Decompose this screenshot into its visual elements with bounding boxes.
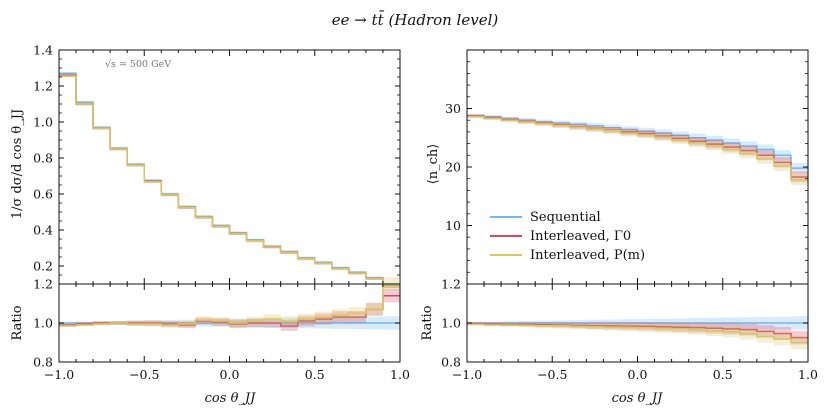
xtick-label: 0.0: [628, 367, 648, 382]
legend: Sequential Interleaved, Γ0 Interleaved, …: [490, 210, 645, 263]
band-interleaved-p-m: [59, 277, 400, 328]
panel-right-top: 10 20 30: [445, 49, 809, 285]
xtick-label: −1.0: [452, 367, 482, 382]
xtick-label: 1.0: [390, 367, 410, 382]
panel-right-ratio: 0.8 1.0 1.2 −1.0 −0.5 0.0 0.5 1.0: [441, 277, 818, 383]
energy-annotation: √s = 500 GeV: [105, 59, 171, 70]
series-line-interleaved-p-m: [59, 75, 400, 288]
right-top-ylabel: ⟨n_ch⟩: [426, 144, 441, 185]
right-xlabel: cos θ_JJ: [612, 391, 663, 406]
band-interleaved-p-m: [59, 74, 400, 289]
band-sequential: [59, 71, 400, 288]
ytick-label: 1.0: [441, 316, 461, 331]
ytick-label: 1.4: [33, 43, 53, 58]
figure-title: ee → tt̄ (Hadron level): [332, 11, 499, 29]
panel-left-top: 0.2 0.4 0.6 0.8 1.0 1.2 1.4: [33, 43, 401, 289]
band-interleaved-p-m: [467, 323, 808, 350]
ytick-label: 30: [445, 101, 461, 116]
ytick-label: 1.2: [33, 79, 53, 94]
xtick-label: −0.5: [129, 367, 159, 382]
ytick-label: 1.0: [33, 115, 53, 130]
xtick-label: −0.5: [537, 367, 567, 382]
ytick-label: 20: [445, 160, 461, 175]
legend-label-interleaved-gamma0: Interleaved, Γ0: [530, 229, 631, 244]
ytick-label: 1.0: [33, 316, 53, 331]
left-top-ylabel: 1/σ dσ/d cos θ_JJ: [10, 109, 25, 219]
legend-label-sequential: Sequential: [530, 210, 601, 225]
xtick-label: 1.0: [798, 367, 818, 382]
right-ratio-ylabel: Ratio: [420, 305, 435, 340]
ytick-label: 1.2: [441, 277, 461, 292]
ytick-label: 0.8: [33, 355, 53, 370]
axes-frame: [58, 49, 401, 285]
series-line-interleaved-p-m: [467, 323, 808, 344]
band-interleaved-0: [467, 114, 808, 183]
xtick-label: −1.0: [44, 367, 74, 382]
xtick-label: 0.5: [305, 367, 325, 382]
band-interleaved-p-m: [467, 115, 808, 186]
series-line-sequential: [59, 72, 400, 287]
ytick-label: 0.8: [441, 355, 461, 370]
series-line-interleaved-0: [467, 322, 808, 339]
xtick-label: 0.0: [220, 367, 240, 382]
ytick-label: 0.4: [33, 223, 53, 238]
ytick-label: 1.2: [33, 277, 53, 292]
series-line-interleaved-p-m: [59, 283, 400, 327]
xtick-label: 0.5: [713, 367, 733, 382]
left-xlabel: cos θ_JJ: [205, 391, 256, 406]
series-line-interleaved-0: [59, 74, 400, 288]
series-line-interleaved-p-m: [467, 115, 808, 181]
ytick-label: 0.2: [33, 259, 53, 274]
band-interleaved-0: [59, 73, 400, 289]
legend-label-interleaved-pm: Interleaved, P(m): [530, 248, 645, 263]
ytick-label: 0.8: [33, 151, 53, 166]
left-ratio-ylabel: Ratio: [10, 305, 25, 340]
panel-left-ratio: 0.8 1.0 1.2 −1.0 −0.5 0.0 0.5 1.0: [33, 277, 410, 383]
series-line-sequential: [467, 114, 808, 169]
ytick-label: 0.6: [33, 187, 53, 202]
ytick-label: 10: [445, 218, 461, 233]
